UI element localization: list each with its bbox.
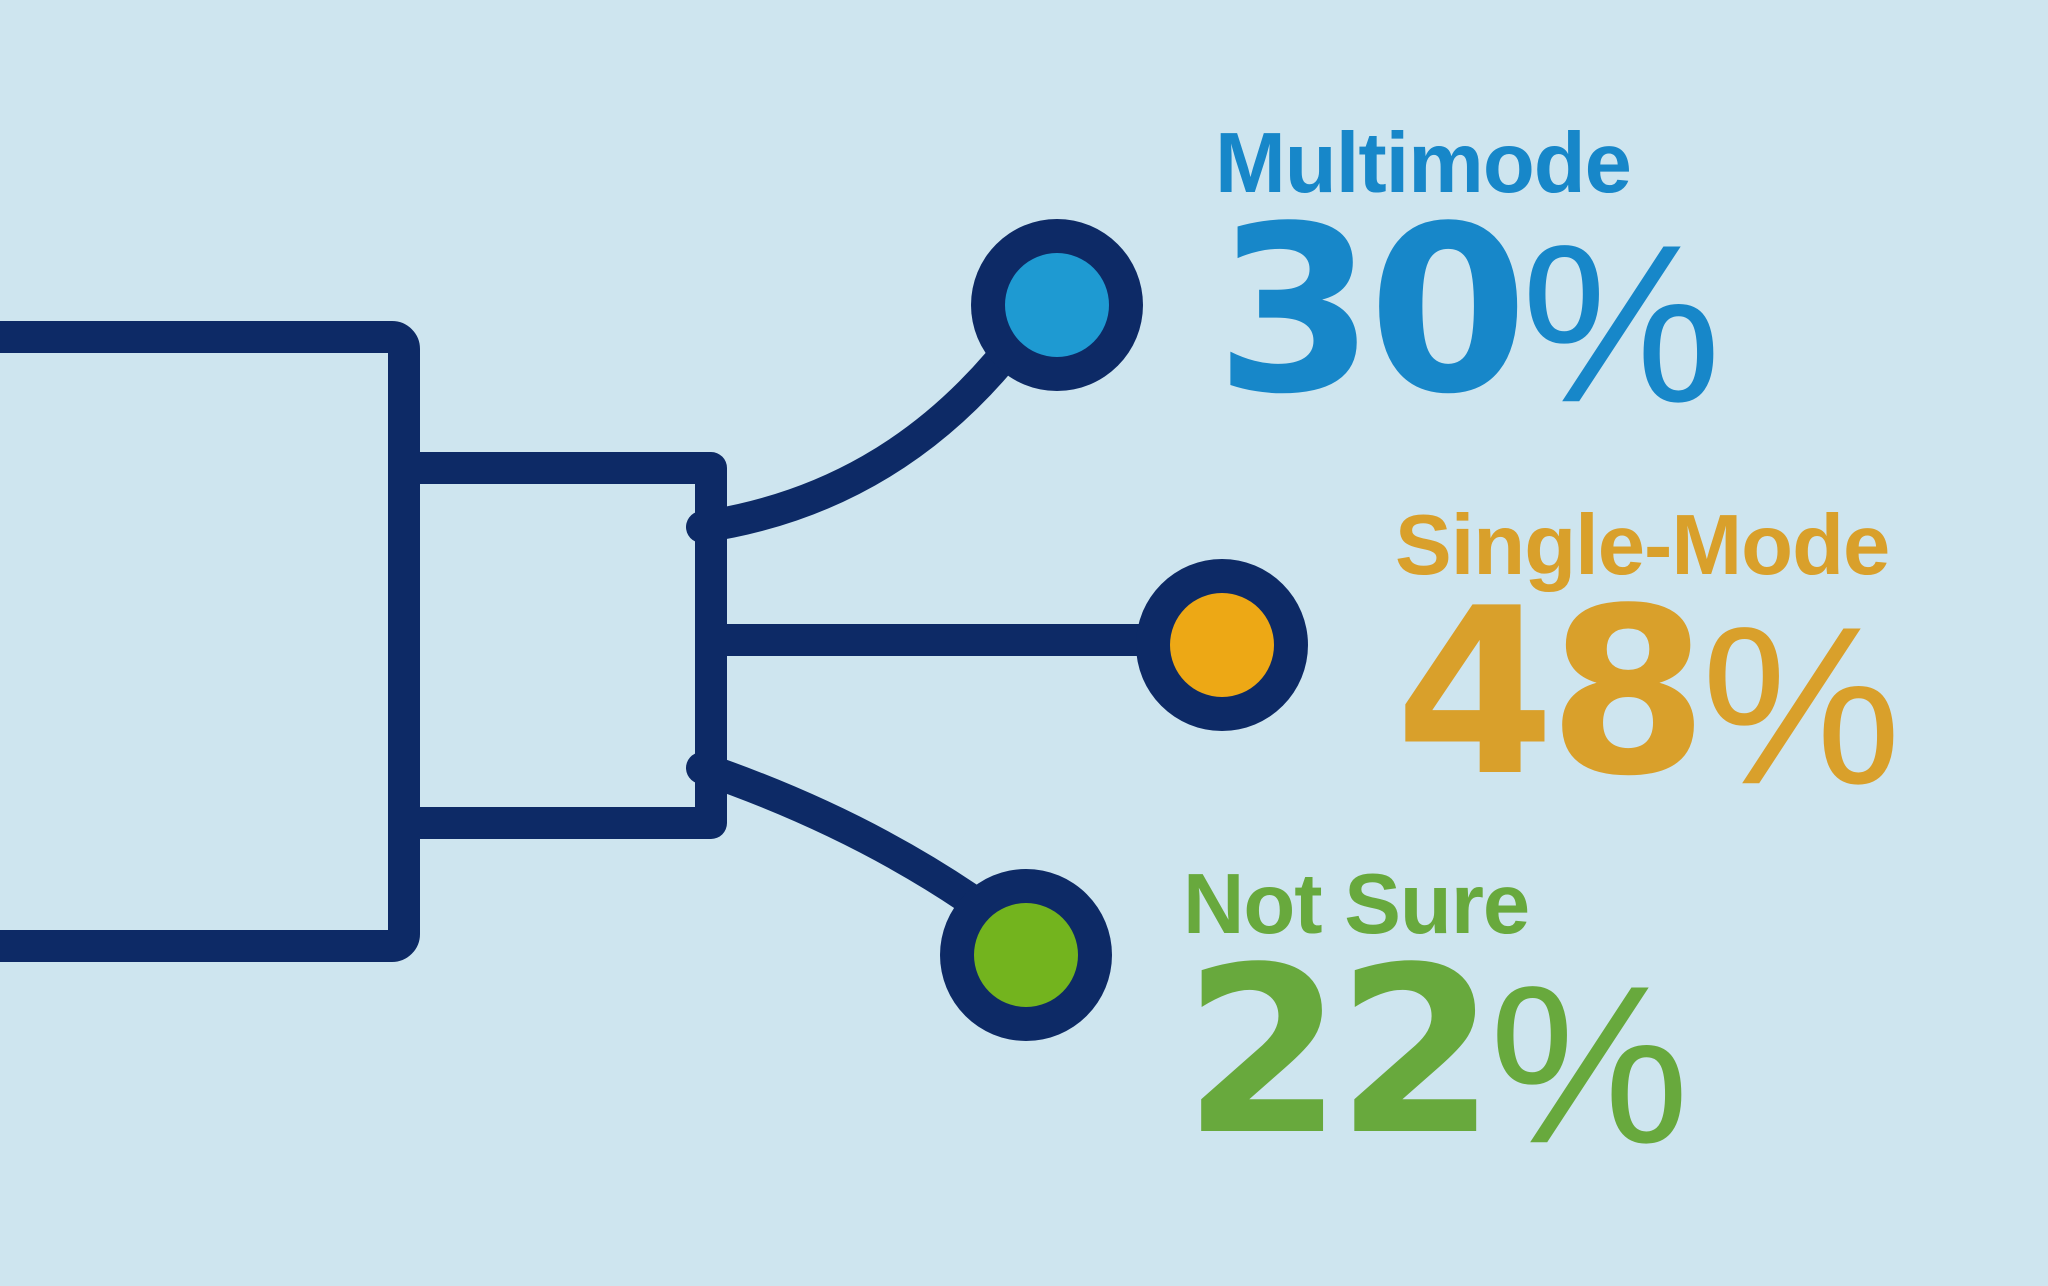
not-sure-group: Not Sure 22% (1183, 862, 1689, 1177)
percent-sign: % (1701, 579, 1902, 832)
single-mode-group: Single-Mode 48% (1395, 503, 1901, 818)
single-mode-node-dot (1170, 593, 1274, 697)
single-mode-node (1136, 559, 1308, 731)
fiber-strand-bottom (686, 752, 984, 914)
multimode-label: Multimode (1215, 116, 1632, 211)
multimode-node-dot (1005, 253, 1109, 357)
multimode-node (971, 219, 1143, 391)
not-sure-percent-number: 22 (1183, 919, 1496, 1186)
multimode-value: 30% (1215, 197, 1721, 436)
not-sure-value: 22% (1183, 938, 1689, 1177)
percent-sign: % (1521, 197, 1722, 450)
not-sure-node-dot (974, 903, 1078, 1007)
fiber-strand-top (686, 347, 1014, 543)
multimode-percent-number: 30 (1215, 178, 1528, 445)
not-sure-label: Not Sure (1183, 857, 1530, 952)
single-mode-label: Single-Mode (1395, 498, 1890, 593)
single-mode-percent-number: 48 (1395, 560, 1708, 827)
cable-connector (398, 452, 727, 839)
not-sure-node (940, 869, 1112, 1041)
single-mode-value: 48% (1395, 579, 1901, 818)
multimode-group: Multimode 30% (1215, 121, 1721, 436)
cable-body (0, 321, 420, 962)
percent-sign: % (1489, 938, 1690, 1191)
